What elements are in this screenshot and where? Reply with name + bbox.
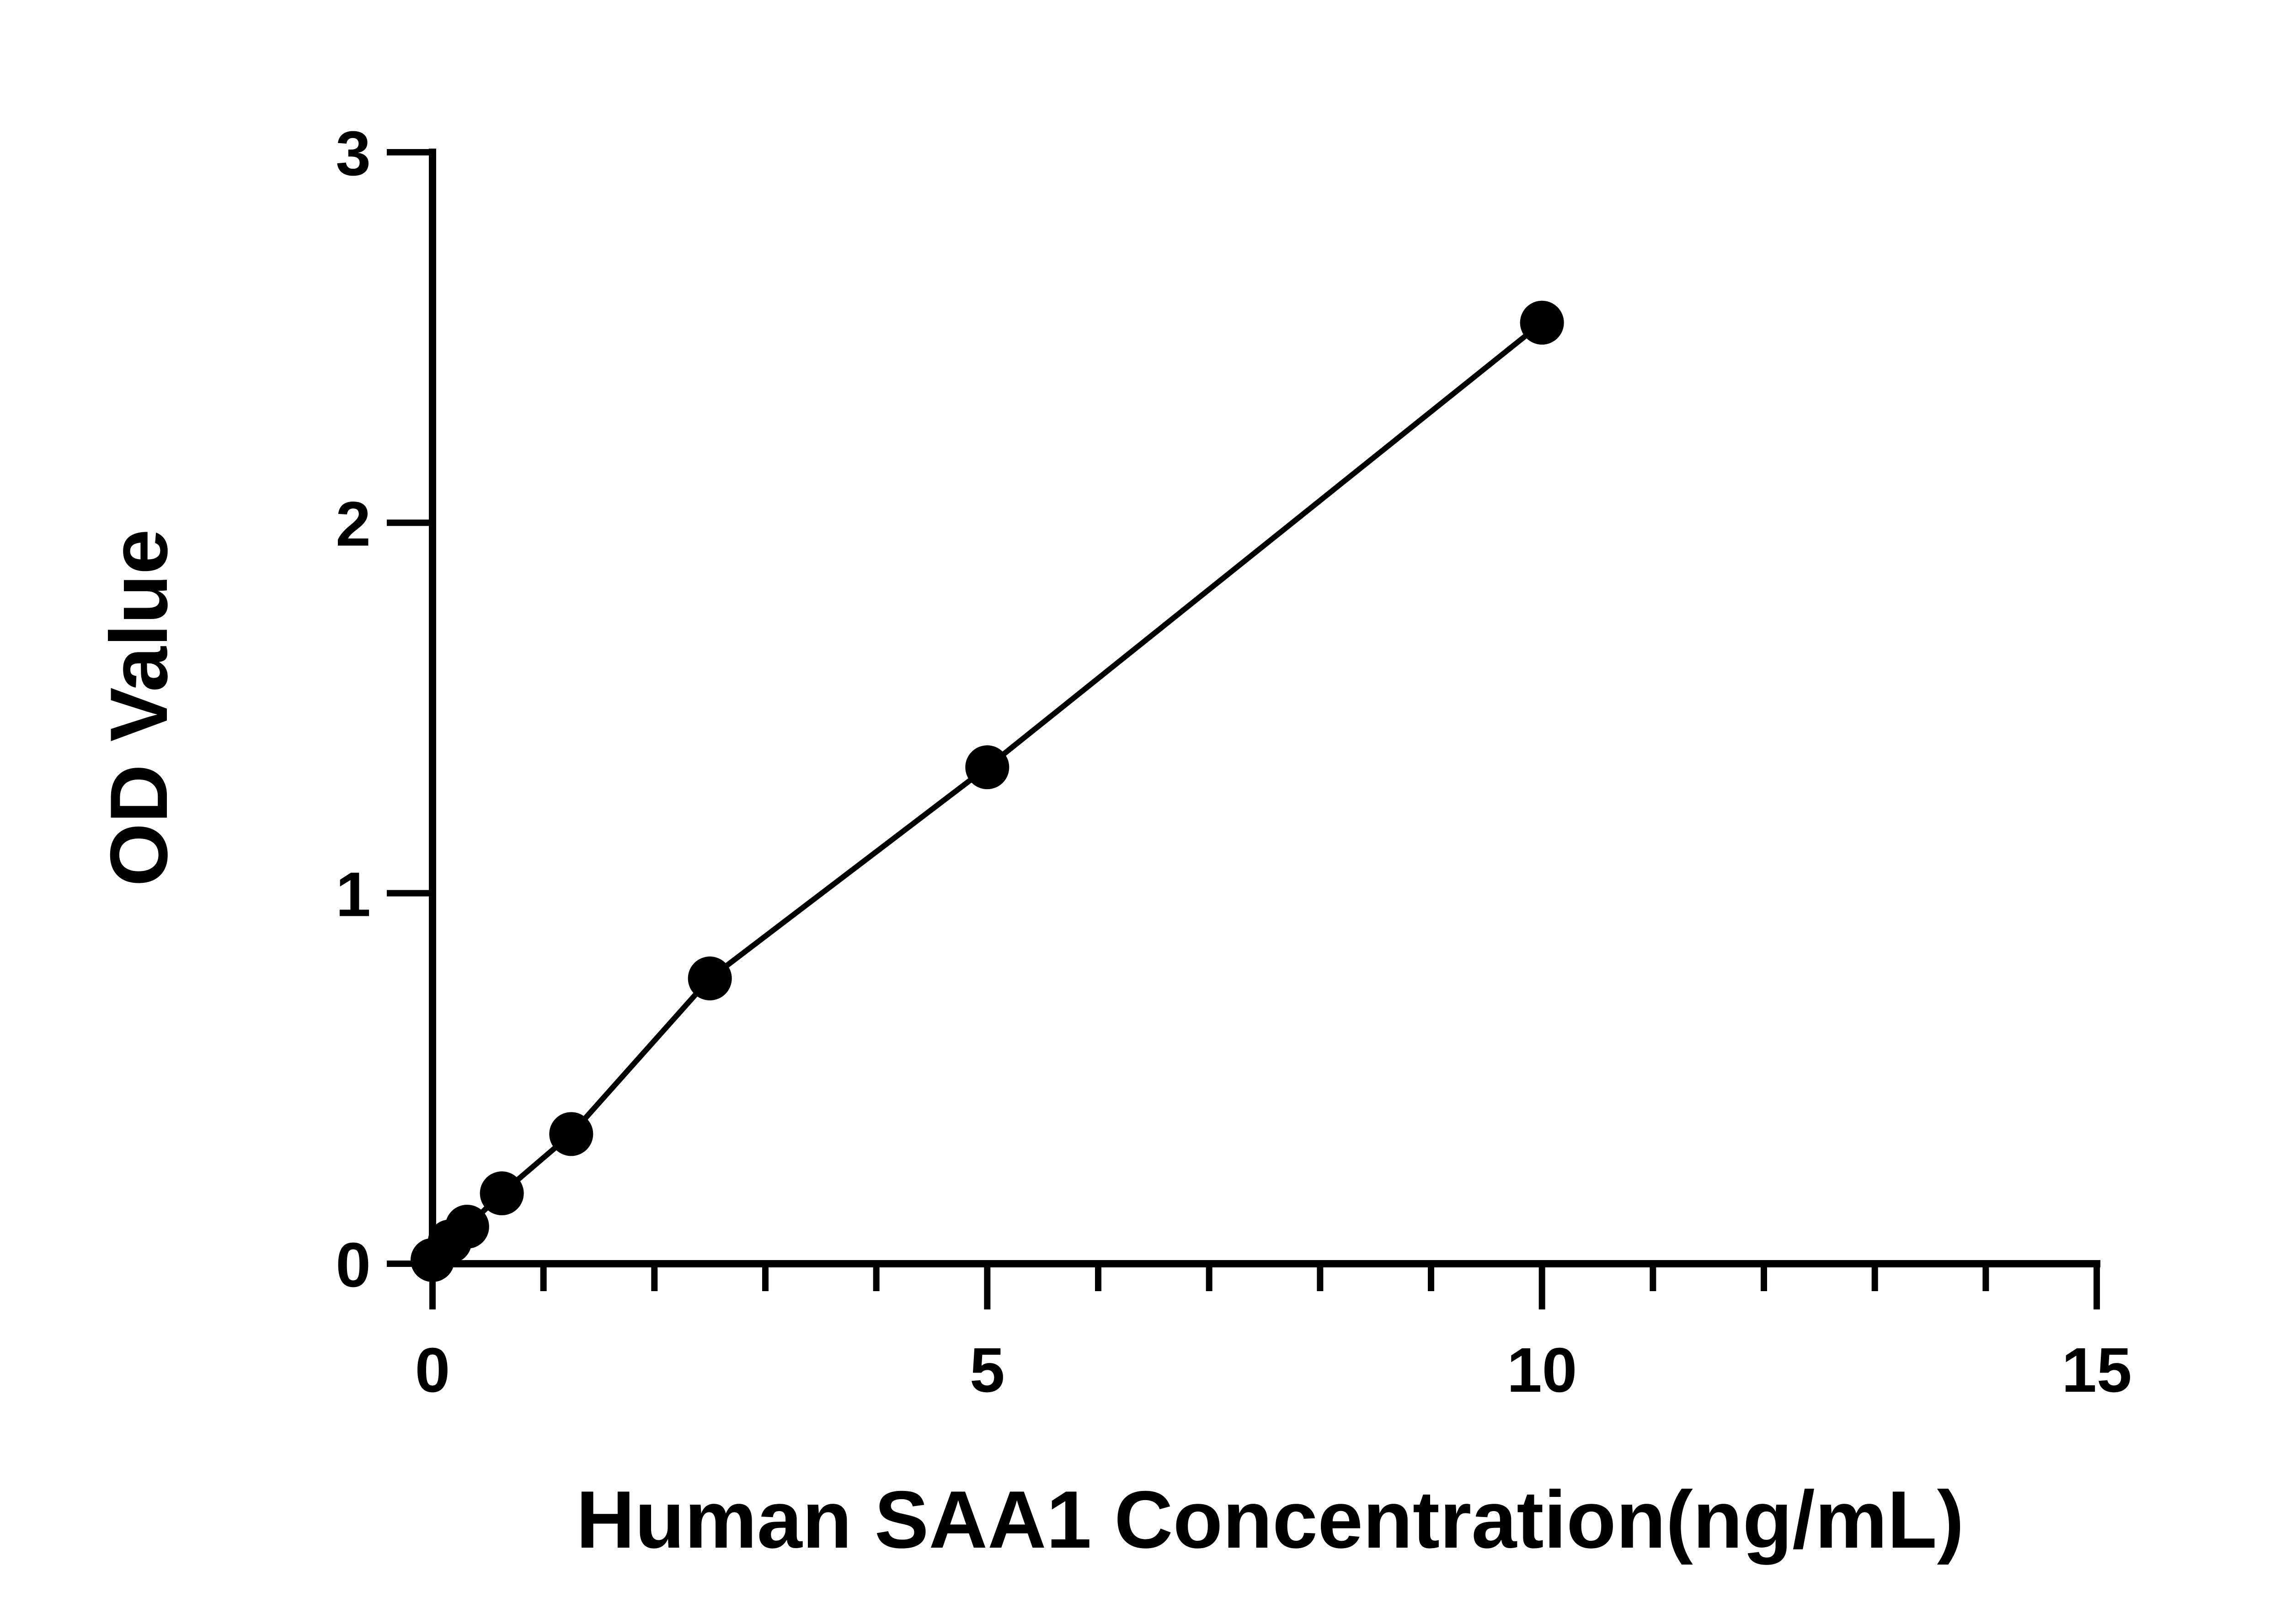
series [411, 300, 1564, 1282]
axes [429, 149, 2100, 1267]
data-point [1520, 300, 1564, 345]
data-point [480, 1171, 524, 1216]
x-tick-label: 10 [1507, 1335, 1577, 1405]
x-tick-label: 0 [415, 1335, 450, 1405]
y-axis-label: OD Value [93, 529, 184, 887]
y-tick-label: 1 [336, 860, 371, 930]
x-tick-label: 5 [970, 1335, 1005, 1405]
x-tick-label: 15 [2062, 1335, 2132, 1405]
fit-line [430, 321, 1544, 1262]
y-tick-label: 2 [336, 489, 371, 559]
y-axis-ticks: 0 1 2 3 [336, 118, 433, 1300]
data-point [445, 1204, 489, 1249]
data-point [549, 1112, 593, 1156]
y-tick-label: 0 [336, 1230, 371, 1300]
x-axis-label: Human SAA1 Concentration(ng/mL) [576, 1474, 1964, 1565]
data-point [965, 745, 1009, 790]
data-point [688, 956, 732, 1001]
y-tick-label: 3 [336, 118, 371, 189]
x-axis-ticks: 0 5 10 15 [415, 1264, 2132, 1405]
